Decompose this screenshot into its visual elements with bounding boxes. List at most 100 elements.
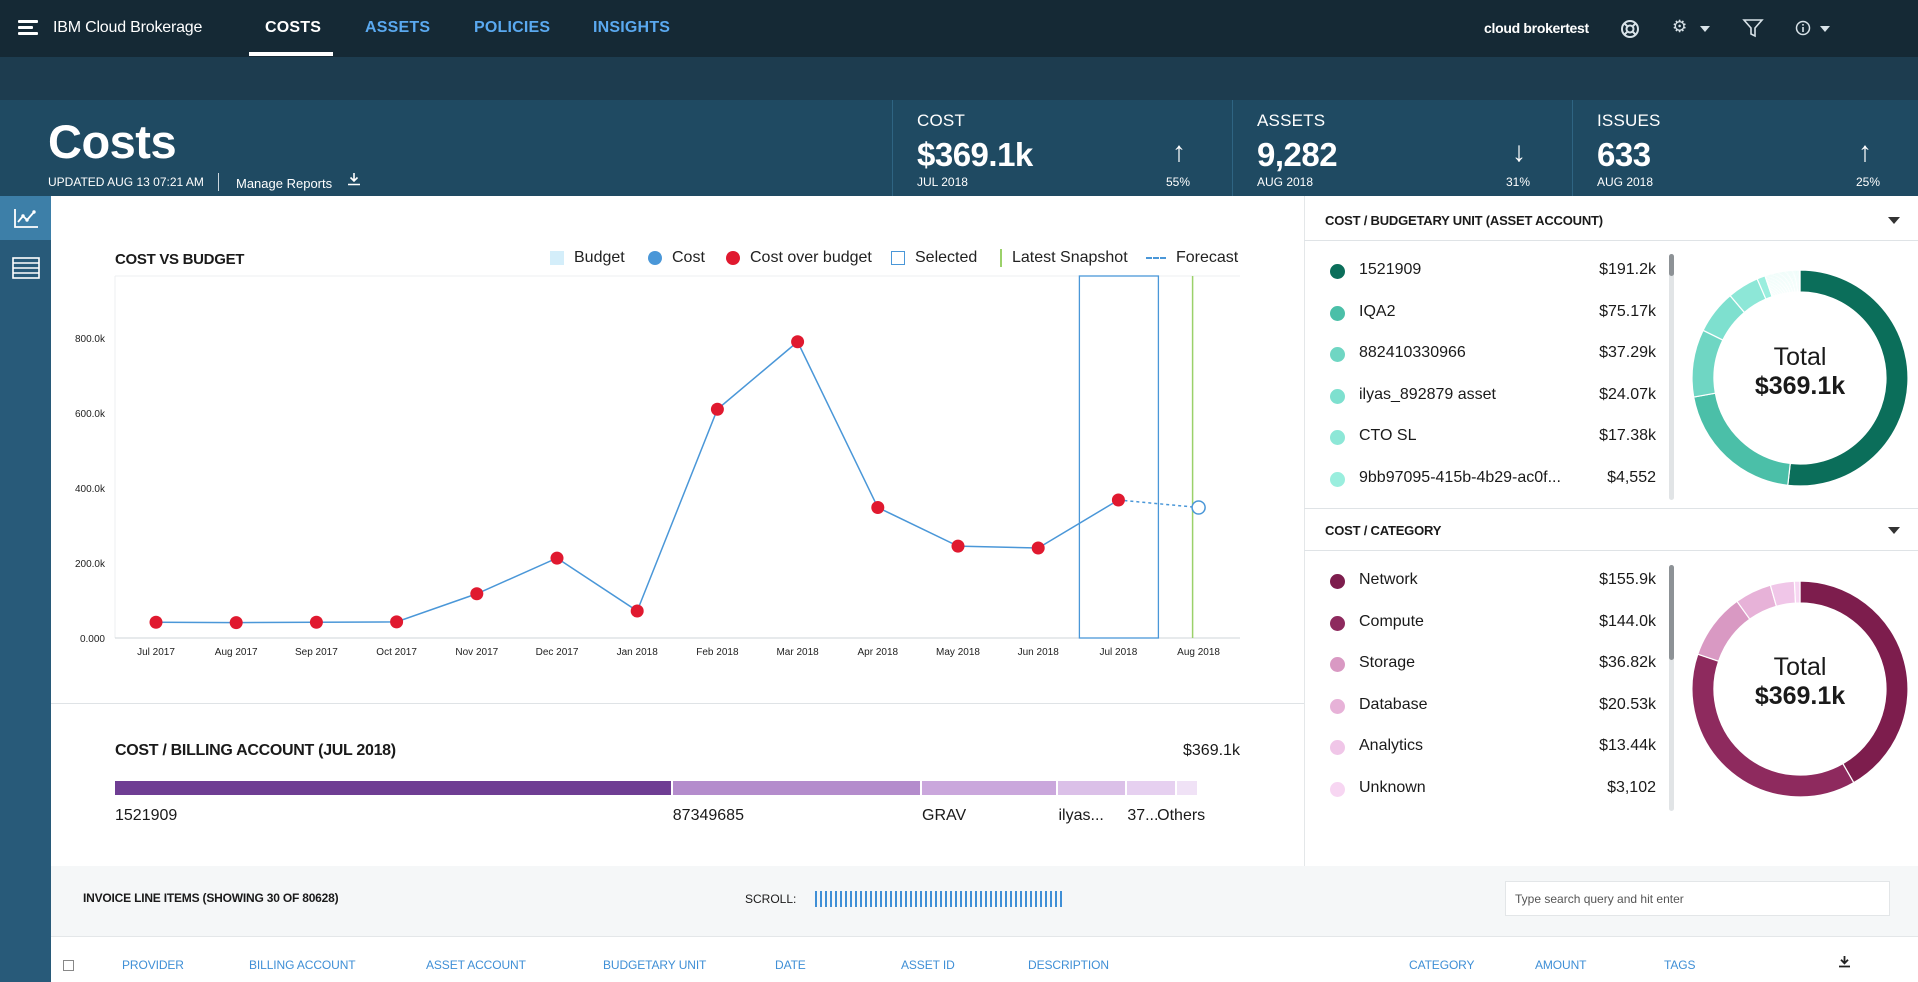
- column-budgetary-unit[interactable]: BUDGETARY UNIT: [603, 958, 707, 972]
- cost-over-budget-point[interactable]: [390, 615, 404, 629]
- y-tick-label: 200.0k: [75, 559, 106, 570]
- scroll-tick: [985, 891, 987, 907]
- list-item-name[interactable]: 9bb97095-415b-4b29-ac0f...: [1359, 469, 1561, 486]
- legend-latest-snapshot[interactable]: Latest Snapshot: [1000, 249, 1128, 267]
- column-category[interactable]: CATEGORY: [1409, 958, 1475, 972]
- billing-segment[interactable]: [1058, 781, 1126, 795]
- category-scrollbar[interactable]: [1669, 565, 1674, 811]
- cost-over-budget-point[interactable]: [710, 402, 724, 416]
- donut-slice[interactable]: [1793, 580, 1801, 604]
- forecast-point[interactable]: [1191, 500, 1206, 515]
- cost-over-budget-point[interactable]: [229, 616, 243, 630]
- donut-hatch: [1769, 274, 1777, 296]
- kpi-assets[interactable]: ASSETS 9,282 AUG 2018 ↓ 31%: [1232, 100, 1572, 196]
- cost-over-budget-point[interactable]: [951, 539, 965, 553]
- list-item-name[interactable]: Unknown: [1359, 779, 1426, 796]
- donut-hatch: [1783, 271, 1788, 294]
- list-item-name[interactable]: 882410330966: [1359, 344, 1466, 362]
- column-tags[interactable]: TAGS: [1664, 958, 1696, 972]
- gear-icon[interactable]: ⚙: [1672, 17, 1688, 36]
- budgetary-unit-donut[interactable]: [1690, 268, 1910, 488]
- selected-month-band[interactable]: [1078, 275, 1160, 639]
- cost-over-budget-point[interactable]: [550, 551, 564, 565]
- cost-over-budget-point[interactable]: [1111, 493, 1125, 507]
- scroll-tick: [845, 891, 847, 907]
- billing-segment[interactable]: [115, 781, 671, 795]
- cost-over-budget-point[interactable]: [871, 501, 885, 514]
- billing-segment[interactable]: [1127, 781, 1176, 795]
- support-icon[interactable]: [1620, 19, 1640, 39]
- budget-swatch: [550, 251, 564, 265]
- list-item-name[interactable]: Analytics: [1359, 737, 1424, 755]
- list-item-name[interactable]: Database: [1359, 695, 1428, 713]
- donut-hatch: [1796, 270, 1798, 293]
- tab-costs[interactable]: COSTS: [265, 19, 322, 36]
- legend-budget[interactable]: Budget: [550, 249, 625, 267]
- list-item-name[interactable]: 1521909: [1359, 261, 1422, 278]
- list-item-name[interactable]: ilyas_892879 asset: [1359, 385, 1496, 403]
- column-date[interactable]: DATE: [775, 958, 806, 972]
- category-donut[interactable]: [1690, 579, 1910, 799]
- cost-over-budget-point[interactable]: [309, 615, 323, 629]
- scroll-tick: [1060, 891, 1062, 907]
- billing-segment[interactable]: [672, 781, 920, 795]
- cost-over-budget-point[interactable]: [470, 587, 484, 601]
- scroll-indicator[interactable]: [815, 891, 1065, 907]
- list-item-name[interactable]: Compute: [1359, 612, 1424, 630]
- billing-segment[interactable]: [922, 781, 1057, 795]
- scroll-tick: [1015, 891, 1017, 907]
- scroll-tick: [965, 891, 967, 907]
- donut-slice[interactable]: [1693, 392, 1791, 486]
- list-item-name[interactable]: IQA2: [1359, 302, 1396, 320]
- manage-reports-link[interactable]: Manage Reports: [236, 176, 333, 191]
- column-asset-id[interactable]: ASSET ID: [901, 958, 955, 972]
- cost-over-budget-point[interactable]: [1031, 541, 1045, 555]
- chevron-down-icon[interactable]: [1888, 217, 1900, 224]
- tenant-name[interactable]: cloud brokertest: [1484, 20, 1589, 36]
- tab-assets[interactable]: ASSETS: [365, 19, 431, 36]
- column-asset-account[interactable]: ASSET ACCOUNT: [426, 958, 526, 972]
- chart-view-button[interactable]: [0, 196, 51, 240]
- column-billing-account[interactable]: BILLING ACCOUNT: [249, 958, 356, 972]
- x-tick-label: Nov 2017: [455, 647, 498, 658]
- search-input[interactable]: [1505, 881, 1890, 916]
- info-dropdown-icon[interactable]: [1820, 26, 1830, 32]
- select-all-checkbox[interactable]: [63, 960, 74, 971]
- cost-over-budget-point[interactable]: [791, 335, 805, 349]
- tab-insights[interactable]: INSIGHTS: [593, 19, 671, 36]
- scroll-thumb[interactable]: [1669, 254, 1674, 276]
- hamburger-menu-icon[interactable]: [18, 20, 38, 36]
- chevron-down-icon[interactable]: [1888, 527, 1900, 534]
- download-icon[interactable]: [347, 172, 361, 186]
- kpi-label: COST: [917, 111, 966, 130]
- cost-over-budget-point[interactable]: [630, 604, 644, 618]
- gear-dropdown-icon[interactable]: [1700, 26, 1710, 32]
- table-view-button[interactable]: [0, 246, 51, 290]
- filter-icon[interactable]: [1742, 17, 1764, 39]
- scroll-thumb[interactable]: [1669, 565, 1674, 660]
- panel-divider: [1304, 240, 1918, 241]
- column-description[interactable]: DESCRIPTION: [1028, 958, 1109, 972]
- kpi-cost[interactable]: COST $369.1k JUL 2018 ↑ 55%: [892, 100, 1232, 196]
- download-icon[interactable]: [1838, 955, 1851, 968]
- kpi-issues[interactable]: ISSUES 633 AUG 2018 ↑ 25%: [1572, 100, 1918, 196]
- list-item-name[interactable]: Storage: [1359, 654, 1416, 672]
- legend-forecast[interactable]: Forecast: [1146, 249, 1238, 267]
- list-item-name[interactable]: Network: [1359, 571, 1418, 588]
- legend-selected[interactable]: Selected: [891, 249, 977, 267]
- billing-segment-label: 1521909: [115, 807, 178, 824]
- left-rail: [0, 196, 51, 982]
- billing-segment[interactable]: [1177, 781, 1197, 795]
- legend-cost[interactable]: Cost: [648, 249, 705, 267]
- donut-hatch: [1788, 270, 1792, 293]
- column-amount[interactable]: AMOUNT: [1535, 958, 1587, 972]
- budgetary-scrollbar[interactable]: [1669, 254, 1674, 500]
- column-provider[interactable]: PROVIDER: [122, 958, 184, 972]
- info-icon[interactable]: [1795, 20, 1811, 36]
- cost-vs-budget-chart[interactable]: 0.000 200.0k 400.0k 600.0k 800.0k Jul 2017 Aug…: [60, 270, 1250, 670]
- tab-policies[interactable]: POLICIES: [474, 19, 551, 36]
- donut-slice[interactable]: [1691, 329, 1724, 398]
- list-item-name[interactable]: CTO SL: [1359, 427, 1417, 445]
- legend-cost-over-budget[interactable]: Cost over budget: [726, 249, 872, 267]
- cost-over-budget-point[interactable]: [149, 615, 163, 629]
